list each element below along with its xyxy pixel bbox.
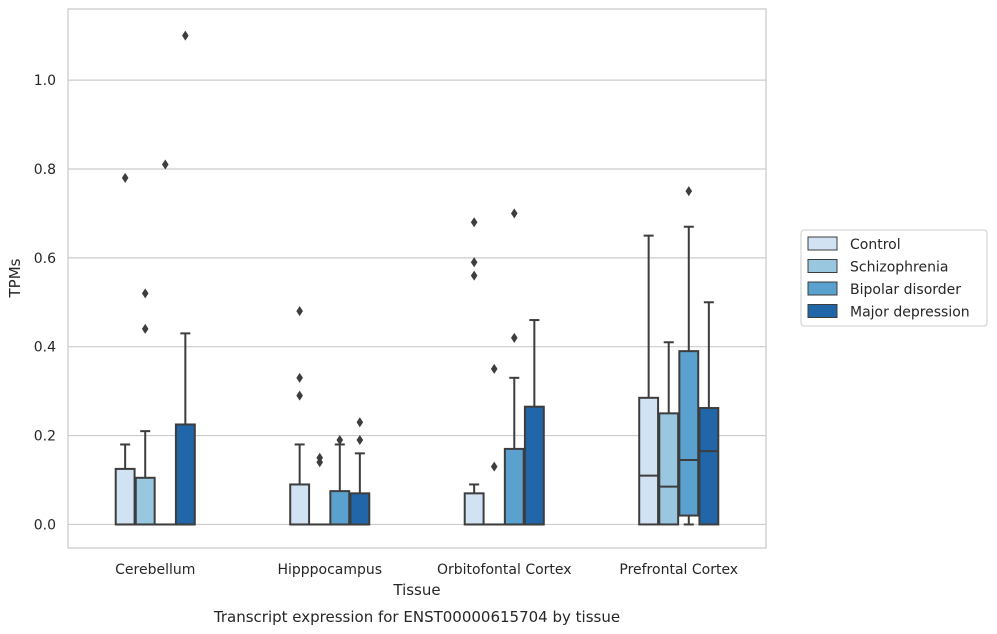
box bbox=[678, 350, 700, 517]
box bbox=[503, 447, 525, 526]
box-group bbox=[658, 341, 680, 526]
x-axis-label: Tissue bbox=[392, 581, 440, 599]
outlier-point bbox=[510, 332, 518, 343]
outlier-point bbox=[316, 452, 324, 463]
chart-caption: Transcript expression for ENST0000061570… bbox=[213, 608, 620, 626]
y-tick-label: 1.0 bbox=[34, 73, 56, 89]
outlier-point bbox=[356, 435, 364, 446]
outlier-point bbox=[685, 186, 693, 197]
box-group bbox=[523, 319, 545, 526]
box-group bbox=[114, 172, 136, 526]
box bbox=[349, 492, 371, 526]
box bbox=[638, 396, 660, 526]
x-tick-label: Hipppocampus bbox=[277, 562, 382, 578]
x-tick-label: Cerebellum bbox=[115, 562, 195, 578]
outlier-point bbox=[161, 159, 169, 170]
box bbox=[174, 423, 196, 526]
box bbox=[523, 405, 545, 526]
x-tick-label: Orbitofontal Cortex bbox=[437, 562, 572, 578]
box-group bbox=[483, 363, 505, 526]
outlier-point bbox=[296, 390, 303, 401]
box-group bbox=[174, 30, 196, 526]
box-group bbox=[289, 306, 311, 526]
legend-swatch bbox=[807, 236, 838, 251]
legend-swatch bbox=[807, 259, 838, 273]
box-group bbox=[463, 217, 485, 526]
outlier-point bbox=[490, 461, 498, 472]
outlier-point bbox=[141, 288, 149, 299]
legend-swatch bbox=[807, 281, 838, 296]
box-group bbox=[154, 159, 176, 526]
y-tick-label: 0.6 bbox=[34, 251, 56, 267]
outlier-point bbox=[121, 172, 129, 183]
outlier-point bbox=[356, 417, 364, 428]
box-groups bbox=[114, 30, 720, 526]
outlier-point bbox=[336, 435, 344, 446]
y-axis-label: TPMs bbox=[6, 258, 24, 298]
box bbox=[134, 476, 156, 526]
legend: Control Schizophrenia Bipolar disorder Majo… bbox=[800, 229, 988, 327]
y-tick-label: 0.0 bbox=[34, 517, 56, 533]
box-group bbox=[349, 417, 371, 526]
outlier-point bbox=[490, 363, 498, 374]
box-group bbox=[503, 208, 525, 526]
legend-label: Control bbox=[850, 237, 901, 253]
box-group bbox=[698, 301, 720, 526]
legend-label: Schizophrenia bbox=[850, 260, 948, 276]
outlier-point bbox=[470, 257, 478, 268]
box-group bbox=[329, 435, 351, 526]
box-group bbox=[638, 234, 660, 526]
x-tick-label: Prefrontal Cortex bbox=[619, 562, 738, 578]
legend-frame bbox=[800, 229, 988, 327]
box-group bbox=[309, 452, 331, 526]
legend-label: Bipolar disorder bbox=[850, 282, 961, 298]
outlier-point bbox=[296, 372, 303, 383]
outlier-point bbox=[182, 30, 189, 41]
outlier-point bbox=[141, 323, 149, 334]
outlier-point bbox=[510, 208, 518, 219]
outlier-point bbox=[470, 270, 478, 281]
y-tick-labels: 0.0 0.2 0.4 0.6 0.8 1.0 bbox=[34, 73, 56, 533]
box bbox=[698, 407, 720, 526]
box bbox=[329, 490, 351, 526]
box bbox=[114, 467, 136, 526]
outlier-point bbox=[470, 217, 478, 228]
y-tick-label: 0.4 bbox=[34, 340, 56, 356]
box bbox=[463, 492, 485, 526]
y-tick-label: 0.8 bbox=[34, 162, 56, 178]
legend-label: Major depression bbox=[850, 305, 970, 321]
y-tick-label: 0.2 bbox=[34, 429, 56, 445]
x-tick-labels: Cerebellum Hipppocampus Orbitofontal Corte… bbox=[115, 562, 738, 578]
box-group bbox=[134, 288, 156, 526]
box bbox=[289, 483, 311, 526]
box bbox=[658, 412, 680, 526]
legend-swatch bbox=[807, 304, 838, 318]
outlier-point bbox=[296, 306, 303, 317]
box-group bbox=[678, 186, 700, 526]
